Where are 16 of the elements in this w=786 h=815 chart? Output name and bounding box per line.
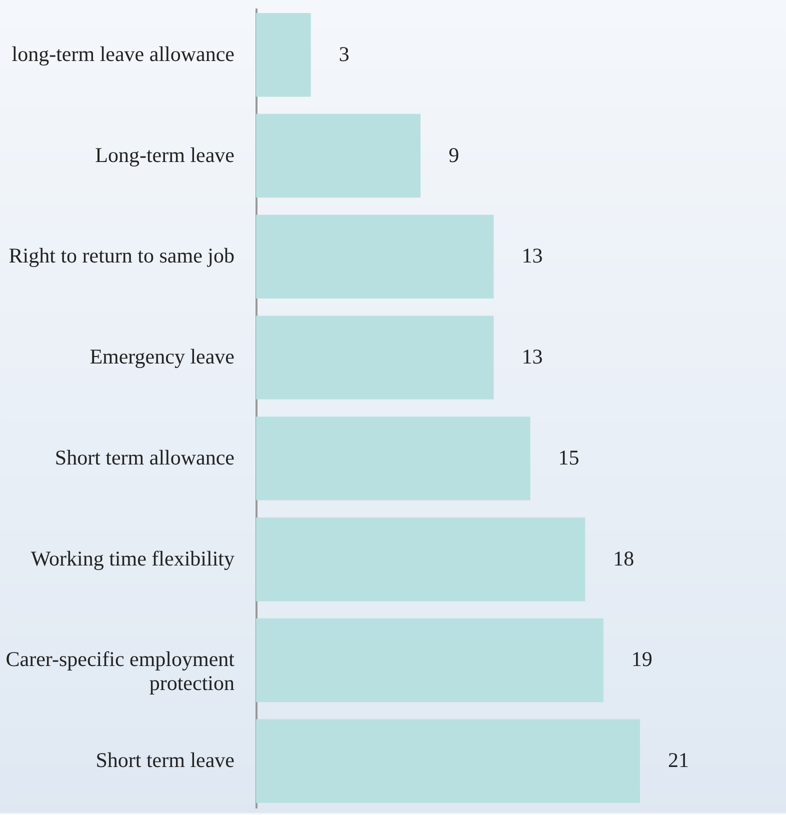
data-label: 9 bbox=[448, 142, 460, 167]
data-label: 13 bbox=[522, 344, 543, 369]
data-label: 13 bbox=[522, 244, 543, 268]
y-tick-label: Emergency leave bbox=[90, 344, 234, 369]
data-label: 21 bbox=[668, 748, 689, 772]
y-tick-label: Carer-specific employment protection bbox=[6, 647, 235, 696]
data-label: 3 bbox=[338, 42, 350, 66]
data-label: 19 bbox=[631, 647, 652, 672]
data-label: 18 bbox=[613, 546, 634, 570]
y-tick-label: Short term leave bbox=[96, 748, 234, 772]
data-label: 15 bbox=[558, 445, 580, 470]
y-tick-label: long-term leave allowance bbox=[12, 42, 234, 66]
y-tick-label: Working time flexibility bbox=[30, 546, 235, 570]
y-tick-label: Short term allowance bbox=[54, 445, 234, 470]
y-tick-label: Right to return to same job bbox=[8, 244, 234, 268]
y-tick-label: Long-term leave bbox=[95, 142, 234, 167]
